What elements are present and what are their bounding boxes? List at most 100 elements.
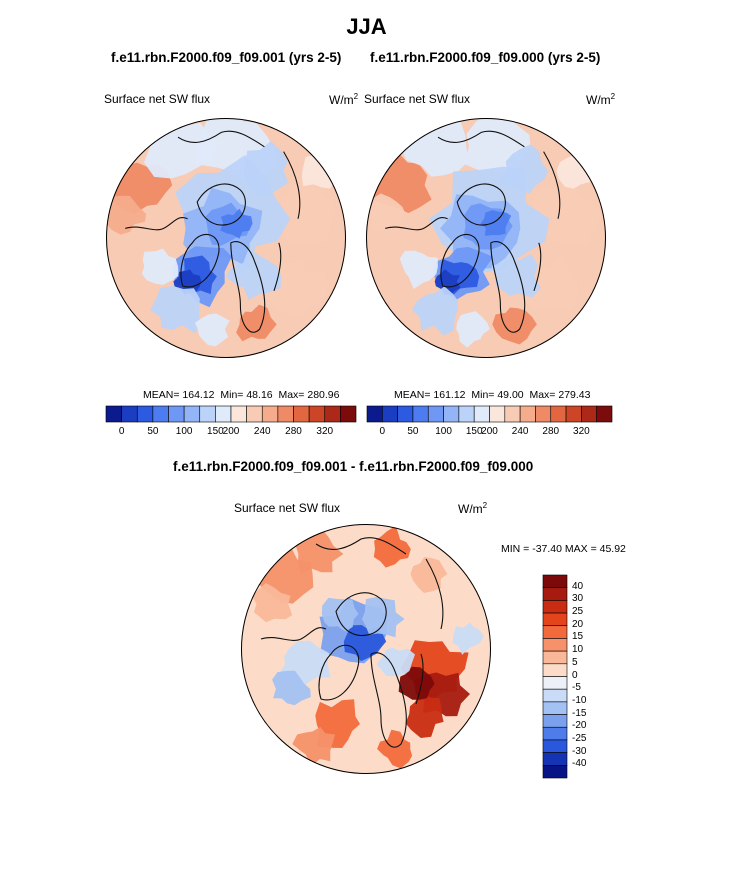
left-colorbar-swatch-6 xyxy=(199,405,216,423)
right-colorbar-tick-2: 100 xyxy=(435,426,452,437)
left-colorbar-swatch-13 xyxy=(308,405,326,423)
diff-map-contour-9 xyxy=(277,640,331,693)
right-units-exp: 2 xyxy=(610,92,616,101)
left-map-contour-18 xyxy=(195,313,230,347)
right-map-contour-1 xyxy=(368,193,406,232)
right-colorbar-swatch-6 xyxy=(458,405,475,423)
right-map-coastlines xyxy=(385,130,561,333)
right-map-contour-17 xyxy=(412,286,458,336)
left-colorbar-tick-4: 200 xyxy=(222,426,240,437)
right-colorbar-swatch-4 xyxy=(427,405,444,423)
left-colorbar-swatch-5 xyxy=(183,405,201,423)
diff-colorbar-swatch-10 xyxy=(542,701,568,715)
left-colorbar-swatch-11 xyxy=(277,405,294,423)
diff-colorbar-tick-6: 5 xyxy=(572,656,578,668)
left-map-field xyxy=(106,118,346,358)
left-units-exp: 2 xyxy=(353,92,359,101)
left-mean-label: MEAN= xyxy=(143,389,180,401)
left-colorbar-tick-7: 320 xyxy=(316,426,334,437)
diff-map-coastline-2 xyxy=(370,652,407,748)
diff-map-contour-14 xyxy=(398,666,435,700)
diff-colorbar-tick-7: 0 xyxy=(572,669,578,681)
right-colorbar-tick-0: 0 xyxy=(379,426,386,437)
left-map-coastline-1 xyxy=(180,233,220,288)
diff-colorbar-tick-5: 10 xyxy=(572,644,584,656)
left-colorbar-swatch-7 xyxy=(215,405,232,423)
diff-minmax: MIN = -37.40 MAX = 45.92 xyxy=(501,543,626,555)
right-colorbar-swatch-9 xyxy=(504,405,521,423)
diff-colorbar-tick-12: -25 xyxy=(572,732,587,744)
left-max-label: Max= xyxy=(278,389,305,401)
left-stats: MEAN= 164.12 Min= 48.16 Max= 280.96 xyxy=(143,389,339,401)
right-map-coastline-0 xyxy=(456,183,506,226)
right-colorbar-swatch-1 xyxy=(382,405,398,423)
left-mean-value: 164.12 xyxy=(182,389,215,401)
diff-map-contour-8 xyxy=(361,597,405,638)
diff-map-contour-7 xyxy=(321,597,359,632)
right-map-coastline-6 xyxy=(533,242,542,291)
left-colorbar-swatch-2 xyxy=(136,405,154,423)
left-colorbar-tick-3: 150 xyxy=(207,426,224,437)
diff-map-coastline-0 xyxy=(335,592,387,636)
left-colorbar-swatch-8 xyxy=(230,405,247,423)
diff-map-contour-3 xyxy=(373,525,411,568)
right-map-contour-4 xyxy=(492,307,537,345)
diff-colorbar-swatch-15 xyxy=(542,765,568,779)
left-colorbar-swatch-12 xyxy=(293,405,310,423)
diff-map-contour-2 xyxy=(295,528,344,575)
left-map-contour-11 xyxy=(220,208,253,239)
diff-colorbar-tick-4: 15 xyxy=(572,631,584,643)
diff-map-coastline-3 xyxy=(315,537,407,555)
right-units-label: W/m2 xyxy=(586,92,615,107)
left-map-contour-17 xyxy=(150,285,200,334)
left-colorbar-tick-0: 0 xyxy=(118,426,125,437)
left-colorbar xyxy=(105,405,357,423)
right-min-value: 49.00 xyxy=(497,389,524,401)
left-colorbar-tick-5: 240 xyxy=(253,426,271,437)
diff-colorbar-tick-2: 25 xyxy=(572,606,584,618)
right-units-base: W/m xyxy=(586,93,611,107)
diff-panel-title: f.e11.rbn.F2000.f09_f09.001 - f.e11.rbn.… xyxy=(173,459,534,474)
left-colorbar-swatch-1 xyxy=(121,405,138,423)
right-map-boundary xyxy=(366,118,606,358)
right-colorbar-swatch-7 xyxy=(473,405,490,423)
left-colorbar-swatch-10 xyxy=(261,405,279,423)
left-map-contour-4 xyxy=(236,304,277,342)
diff-units-exp: 2 xyxy=(482,501,488,510)
left-map-coastline-2 xyxy=(230,241,266,333)
left-colorbar-tick-1: 50 xyxy=(147,426,159,437)
left-colorbar-tick-2: 100 xyxy=(175,426,193,437)
diff-colorbar-swatch-1 xyxy=(542,587,568,601)
right-map-contour-19 xyxy=(498,144,549,194)
diff-colorbar-swatch-3 xyxy=(542,612,568,627)
diff-colorbar-swatch-2 xyxy=(542,600,568,614)
diff-colorbar-tick-8: -5 xyxy=(572,682,581,694)
left-map-contour-16 xyxy=(141,248,179,285)
right-min-label: Min= xyxy=(471,389,495,401)
right-map-contour-15 xyxy=(491,254,541,298)
right-polar-map xyxy=(366,118,606,358)
right-colorbar-swatch-10 xyxy=(519,405,536,423)
left-map-contour-15 xyxy=(225,248,282,300)
left-colorbar-swatch-3 xyxy=(152,405,169,423)
diff-map-field xyxy=(241,524,491,774)
left-colorbar-tick-6: 280 xyxy=(285,426,302,437)
right-colorbar-swatch-14 xyxy=(581,405,597,423)
diff-colorbar-swatch-7 xyxy=(542,663,568,677)
left-map-coastlines xyxy=(125,130,301,333)
left-min-label: Min= xyxy=(220,389,244,401)
right-map-contour-16 xyxy=(399,250,438,289)
left-map-coastline-4 xyxy=(283,151,301,219)
right-colorbar-swatch-0 xyxy=(366,405,383,423)
right-panel-title: f.e11.rbn.F2000.f09_f09.000 (yrs 2-5) xyxy=(370,50,601,65)
right-map-contour-11 xyxy=(480,210,512,236)
left-colorbar-swatch-4 xyxy=(168,405,185,423)
diff-units-base: W/m xyxy=(458,502,483,516)
right-colorbar-tick-3: 150 xyxy=(465,426,483,437)
right-colorbar-tick-1: 50 xyxy=(407,426,419,437)
right-colorbar-tick-4: 200 xyxy=(481,426,498,437)
diff-colorbar-tick-0: 40 xyxy=(572,580,584,592)
diff-colorbar-swatch-13 xyxy=(542,739,568,753)
right-mean-value: 161.12 xyxy=(433,389,466,401)
diff-variable-label: Surface net SW flux xyxy=(234,501,341,515)
